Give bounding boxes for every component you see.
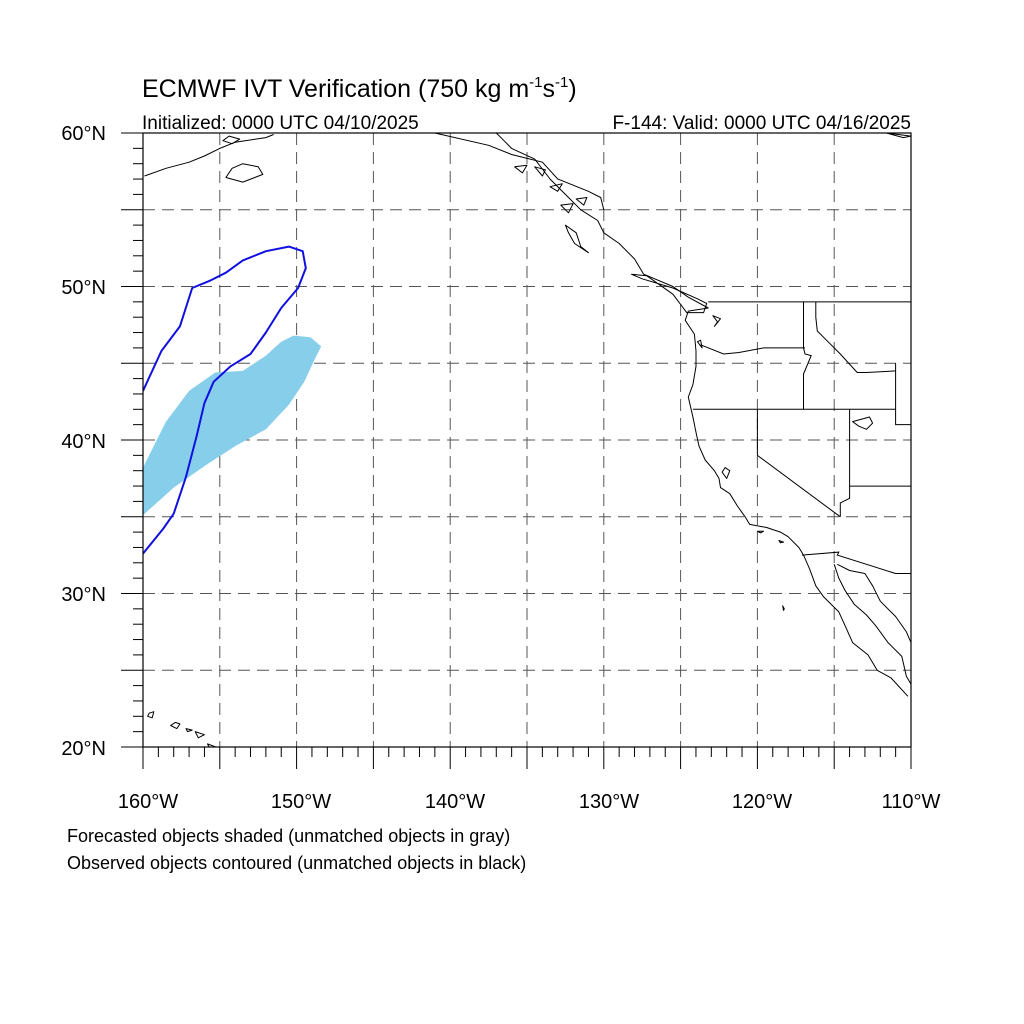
observed-object-layer bbox=[143, 245, 307, 555]
y-tick-label-60n: 60°N bbox=[61, 123, 106, 145]
coastline-gulf-of-california bbox=[833, 564, 911, 685]
island-outline bbox=[560, 203, 574, 214]
island-outline bbox=[852, 416, 874, 430]
island-outline bbox=[514, 164, 528, 174]
y-tick-label-40n: 40°N bbox=[61, 431, 106, 453]
valid-time: F-144: Valid: 0000 UTC 04/16/2025 bbox=[612, 113, 911, 134]
observed-ivt-contour bbox=[143, 245, 307, 555]
state-boundary bbox=[700, 344, 805, 355]
initialized-time: Initialized: 0000 UTC 04/10/2025 bbox=[142, 113, 419, 134]
y-tick-label-20n: 20°N bbox=[61, 738, 106, 760]
footnote-forecast: Forecasted objects shaded (unmatched obj… bbox=[67, 826, 510, 846]
island-outline bbox=[147, 711, 155, 719]
x-tick-label-130w: 130°W bbox=[579, 791, 639, 813]
footnote-observed: Observed objects contoured (unmatched ob… bbox=[67, 853, 526, 873]
state-boundary bbox=[895, 363, 911, 426]
island-outline bbox=[185, 728, 193, 733]
island-outline bbox=[778, 540, 784, 544]
state-boundary bbox=[839, 409, 851, 517]
x-tick-label-120w: 120°W bbox=[732, 791, 792, 813]
state-boundary bbox=[756, 409, 841, 518]
figure-title: ECMWF IVT Verification (750 kg m-1s-1) bbox=[142, 74, 577, 103]
y-tick-label-50n: 50°N bbox=[61, 277, 106, 299]
x-tick-label-160w: 160°W bbox=[118, 791, 178, 813]
island-outline bbox=[194, 731, 205, 739]
island-outline bbox=[222, 135, 241, 145]
island-outline bbox=[756, 530, 764, 534]
island-outline bbox=[697, 339, 703, 349]
island-outline bbox=[575, 197, 588, 206]
island-outline bbox=[721, 467, 731, 479]
island-outline bbox=[782, 605, 785, 611]
border-alaska-canada bbox=[434, 133, 605, 210]
island-outline bbox=[712, 315, 721, 327]
island-outline bbox=[549, 183, 563, 192]
forecast-object-layer bbox=[143, 335, 322, 516]
geographic-boundaries bbox=[144, 133, 911, 747]
island-outline bbox=[207, 743, 218, 747]
lat-lon-grid bbox=[143, 133, 911, 747]
island-outline bbox=[170, 721, 181, 730]
island-outline bbox=[564, 224, 589, 254]
coastline-alaska bbox=[144, 134, 274, 177]
x-tick-label-110w: 110°W bbox=[882, 791, 941, 813]
y-tick-label-30n: 30°N bbox=[61, 584, 106, 606]
axis-ticks bbox=[121, 132, 912, 769]
island-outline bbox=[225, 163, 264, 183]
border-us-mexico bbox=[801, 551, 911, 574]
island-outline bbox=[534, 166, 546, 177]
x-tick-label-150w: 150°W bbox=[271, 791, 331, 813]
coastline-north-america bbox=[495, 133, 909, 697]
island-outline bbox=[630, 273, 708, 314]
island-outline bbox=[885, 133, 911, 139]
state-boundary bbox=[803, 301, 812, 410]
forecast-ivt-object bbox=[143, 335, 322, 516]
coastline-mainland-mexico bbox=[837, 563, 911, 643]
state-boundary bbox=[815, 301, 896, 373]
x-tick-label-140w: 140°W bbox=[425, 791, 485, 813]
